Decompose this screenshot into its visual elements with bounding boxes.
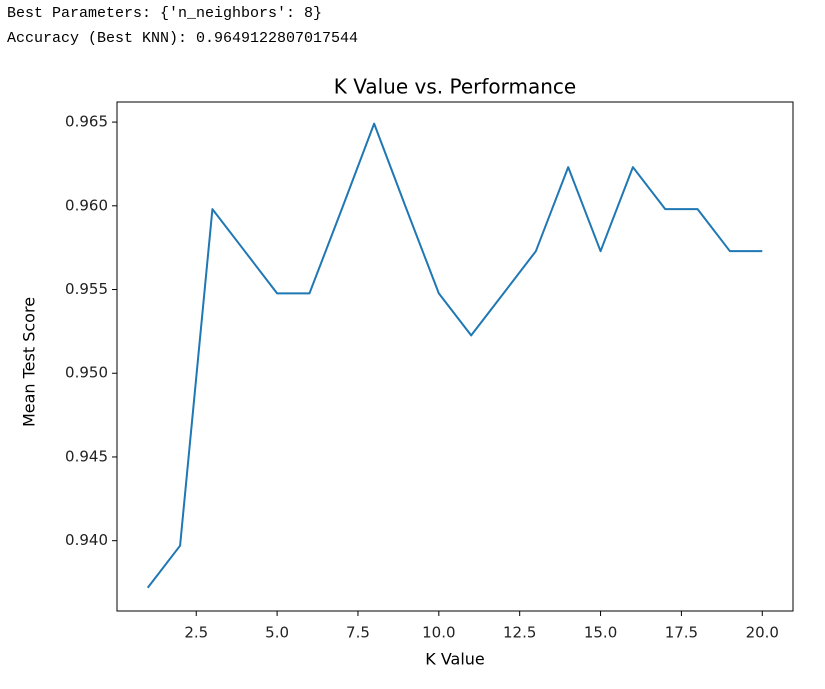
output-line: Accuracy (Best KNN): 0.9649122807017544 [7,30,358,47]
x-tick-label: 15.0 [584,624,617,642]
x-tick-label: 20.0 [746,624,779,642]
y-tick-label: 0.965 [65,113,108,131]
x-tick-label: 12.5 [503,624,536,642]
x-tick-label: 7.5 [346,624,370,642]
plot-frame [116,101,794,612]
y-axis-label: Mean Test Score [20,297,39,427]
x-tick-label: 17.5 [665,624,698,642]
y-tick-label: 0.945 [65,447,108,465]
x-tick-label: 10.0 [422,624,455,642]
x-tick-label: 2.5 [184,624,208,642]
output-line: Best Parameters: {'n_neighbors': 8} [7,5,322,22]
y-tick-label: 0.940 [65,531,108,549]
y-tick-label: 0.960 [65,196,108,214]
y-tick-label: 0.955 [65,280,108,298]
y-tick-label: 0.950 [65,364,108,382]
x-axis-label: K Value [425,650,485,669]
chart-title: K Value vs. Performance [334,75,576,99]
data-line [146,122,763,589]
x-tick-label: 5.0 [265,624,289,642]
